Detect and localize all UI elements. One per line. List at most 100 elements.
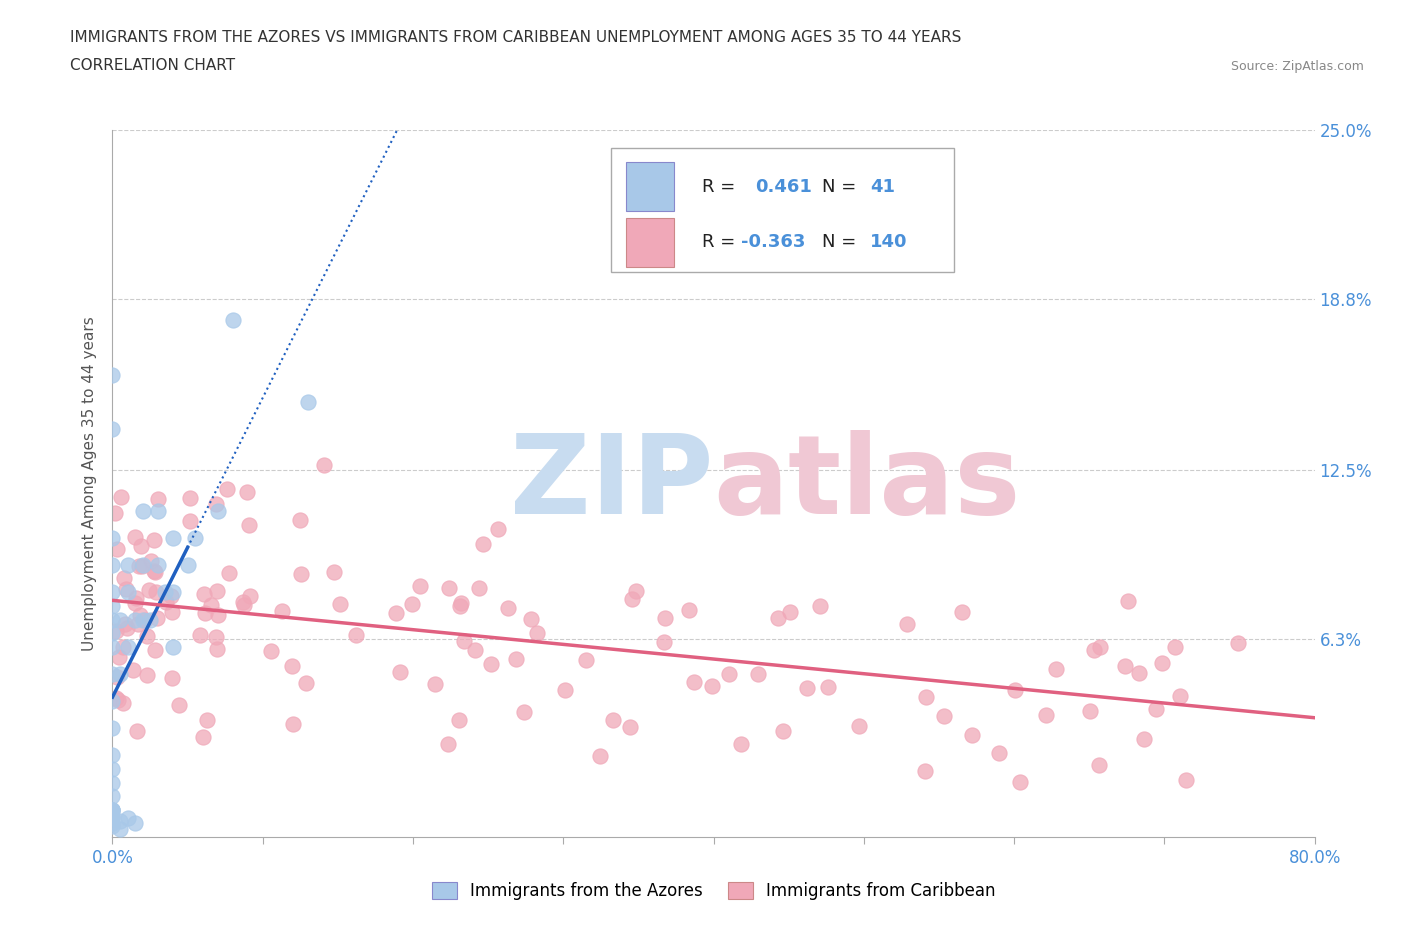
- Point: [344, 628, 367, 643]
- Point: [101, 367, 124, 382]
- Point: [176, 558, 198, 573]
- Text: 41: 41: [870, 178, 894, 195]
- Point: [207, 503, 229, 518]
- Point: [1227, 636, 1250, 651]
- Point: [1168, 688, 1191, 703]
- Point: [108, 813, 131, 828]
- Point: [101, 558, 124, 573]
- Point: [238, 517, 260, 532]
- Point: [146, 503, 169, 518]
- Point: [101, 803, 124, 817]
- Point: [896, 617, 918, 631]
- Point: [526, 626, 548, 641]
- Point: [108, 821, 131, 836]
- Point: [115, 620, 138, 635]
- Point: [101, 808, 124, 823]
- Point: [162, 530, 184, 545]
- Point: [101, 530, 124, 545]
- Point: [104, 506, 127, 521]
- Point: [1010, 775, 1032, 790]
- Point: [914, 690, 936, 705]
- Point: [117, 585, 139, 600]
- Point: [987, 746, 1010, 761]
- Point: [554, 683, 576, 698]
- Point: [512, 705, 534, 720]
- Point: [848, 719, 870, 734]
- Point: [142, 564, 165, 578]
- Point: [179, 514, 201, 529]
- Point: [107, 692, 129, 707]
- Point: [105, 623, 128, 638]
- Point: [232, 595, 254, 610]
- Point: [191, 729, 214, 744]
- Point: [101, 776, 124, 790]
- Point: [155, 594, 177, 609]
- Point: [472, 537, 495, 551]
- Point: [131, 558, 153, 573]
- Point: [129, 539, 152, 554]
- Point: [194, 605, 217, 620]
- Point: [260, 644, 283, 658]
- Point: [193, 587, 215, 602]
- Point: [283, 716, 305, 731]
- Point: [146, 610, 169, 625]
- Point: [108, 650, 131, 665]
- Point: [409, 578, 432, 593]
- Point: [160, 588, 183, 603]
- Point: [112, 570, 135, 585]
- Point: [796, 681, 818, 696]
- Point: [124, 596, 146, 611]
- Point: [768, 611, 790, 626]
- Point: [1078, 703, 1101, 718]
- Point: [131, 612, 153, 627]
- Point: [101, 748, 124, 763]
- Point: [179, 490, 201, 505]
- Point: [621, 591, 644, 606]
- Point: [1045, 662, 1067, 677]
- Point: [135, 667, 157, 682]
- Point: [101, 803, 124, 817]
- Point: [1133, 732, 1156, 747]
- Point: [101, 599, 124, 614]
- Point: [1004, 683, 1026, 698]
- Point: [131, 503, 153, 518]
- Point: [124, 529, 146, 544]
- Point: [127, 617, 149, 631]
- Point: [449, 599, 471, 614]
- Point: [101, 803, 124, 817]
- Point: [270, 604, 292, 618]
- Point: [184, 530, 207, 545]
- Point: [195, 712, 218, 727]
- Point: [619, 720, 641, 735]
- Point: [128, 558, 150, 573]
- Point: [574, 652, 596, 667]
- Text: atlas: atlas: [713, 430, 1021, 538]
- Point: [204, 497, 226, 512]
- Point: [107, 670, 129, 684]
- Point: [401, 597, 423, 612]
- Point: [520, 612, 543, 627]
- Point: [447, 713, 470, 728]
- Point: [160, 604, 183, 619]
- Point: [322, 565, 344, 580]
- Point: [505, 652, 527, 667]
- FancyBboxPatch shape: [626, 162, 673, 211]
- Point: [135, 629, 157, 644]
- Point: [1128, 666, 1150, 681]
- Point: [143, 643, 166, 658]
- Point: [1116, 594, 1139, 609]
- Point: [280, 658, 302, 673]
- Point: [450, 595, 472, 610]
- Point: [146, 491, 169, 506]
- Point: [718, 666, 741, 681]
- Point: [115, 581, 138, 596]
- Point: [1083, 642, 1105, 657]
- Point: [683, 674, 706, 689]
- Point: [479, 656, 502, 671]
- Point: [101, 803, 124, 817]
- Text: N =: N =: [821, 233, 856, 251]
- Text: 140: 140: [870, 233, 907, 251]
- Point: [312, 458, 335, 472]
- Point: [101, 585, 124, 600]
- Point: [288, 512, 311, 527]
